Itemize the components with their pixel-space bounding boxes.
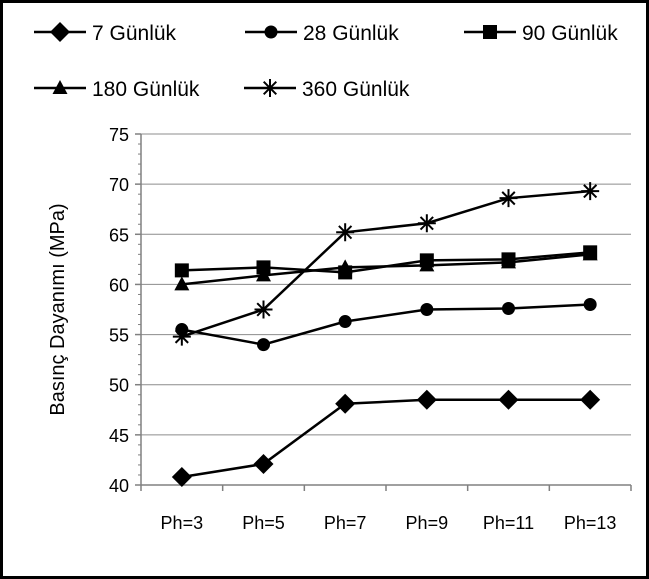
series-4 — [172, 182, 600, 346]
data-point-2-0 — [174, 263, 189, 278]
series-line-4 — [181, 189, 591, 338]
data-point-4-4 — [499, 189, 518, 208]
legend-marker-3 — [52, 80, 68, 94]
series-line-2 — [181, 251, 591, 274]
data-point-4-5 — [581, 182, 600, 201]
data-point-1-1 — [257, 338, 270, 352]
legend-label-3: 180 Günlük — [92, 78, 200, 101]
legend-marker-1 — [264, 25, 278, 39]
legend-marker-2 — [483, 25, 497, 39]
data-point-0-2 — [335, 393, 356, 414]
y-axis-label: Basınç Dayanımı (MPa) — [47, 203, 69, 415]
x-tick-label-2: Ph=7 — [324, 513, 367, 533]
grid-lines — [141, 133, 631, 436]
data-point-1-2 — [338, 315, 352, 329]
legend-item-3: 180 Günlük — [34, 78, 200, 101]
series-2 — [174, 245, 598, 280]
series-line-1 — [181, 303, 591, 346]
legend-item-2: 90 Günlük — [464, 22, 618, 45]
data-point-2-1 — [256, 260, 271, 275]
data-point-3-1 — [256, 267, 271, 282]
x-tick-label-4: Ph=11 — [483, 513, 534, 533]
x-tick-label-3: Ph=9 — [406, 513, 449, 533]
y-tick-label-0: 40 — [109, 476, 129, 496]
x-tick-label-0: Ph=3 — [161, 513, 204, 533]
data-point-0-0 — [171, 466, 192, 487]
y-tick-label-4: 60 — [109, 275, 129, 295]
data-point-3-2 — [337, 259, 353, 274]
x-tick-label-5: Ph=13 — [564, 513, 617, 533]
series-lines — [171, 182, 601, 487]
data-point-0-5 — [580, 389, 601, 410]
y-tick-label-5: 65 — [109, 225, 129, 245]
series-1 — [175, 297, 597, 352]
data-point-3-0 — [174, 276, 190, 291]
y-tick-label-3: 55 — [109, 326, 129, 346]
series-line-3 — [181, 253, 591, 286]
data-point-3-4 — [501, 254, 516, 269]
y-tick-labels: 40 45 50 55 60 65 70 75 — [109, 125, 129, 496]
legend-marker-0 — [50, 22, 70, 42]
y-tick-label-6: 70 — [109, 175, 129, 195]
y-tick-label-2: 50 — [109, 376, 129, 396]
data-point-1-3 — [420, 303, 434, 316]
series-3 — [174, 246, 598, 291]
data-point-4-3 — [417, 214, 436, 233]
y-tick-label-1: 45 — [109, 426, 129, 446]
legend: 7 Günlük 28 Günlük 90 Günlük 180 Günlük 360 … — [34, 22, 618, 101]
legend-item-0: 7 Günlük — [34, 22, 177, 45]
data-point-3-5 — [582, 246, 598, 261]
data-point-1-5 — [583, 297, 597, 311]
legend-label-1: 28 Günlük — [303, 22, 399, 45]
legend-label-4: 360 Günlük — [302, 78, 410, 101]
legend-label-0: 7 Günlük — [92, 22, 177, 45]
data-point-4-0 — [172, 327, 191, 346]
data-point-4-1 — [254, 300, 273, 319]
data-point-0-4 — [498, 389, 519, 410]
legend-label-2: 90 Günlük — [522, 22, 618, 45]
legend-item-4: 360 Günlük — [244, 78, 410, 101]
legend-marker-4 — [261, 79, 279, 97]
data-point-1-4 — [502, 301, 515, 315]
data-point-3-3 — [419, 257, 435, 272]
series-line-0 — [181, 398, 591, 479]
y-tick-label-7: 75 — [109, 125, 129, 145]
data-point-0-3 — [416, 389, 437, 410]
data-point-0-1 — [253, 453, 274, 474]
data-point-4-2 — [336, 223, 355, 242]
axes — [135, 133, 632, 491]
series-0 — [171, 389, 601, 487]
x-tick-labels: Ph=3 Ph=5 Ph=7 Ph=9 Ph=11 Ph=13 — [161, 513, 617, 533]
x-tick-label-1: Ph=5 — [242, 513, 285, 533]
legend-item-1: 28 Günlük — [245, 22, 399, 45]
